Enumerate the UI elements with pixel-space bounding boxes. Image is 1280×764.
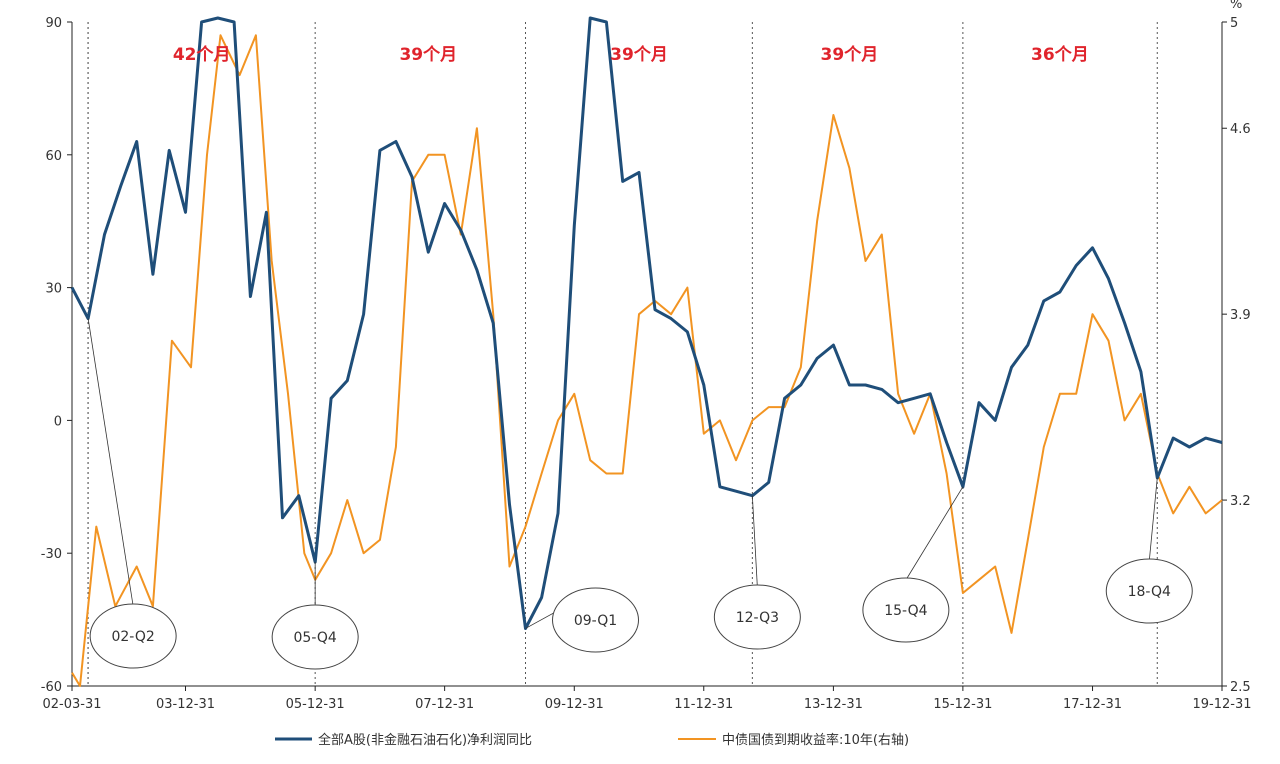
annotation-leader-line xyxy=(751,495,758,588)
cycle-length-label: 42个月 xyxy=(173,44,231,65)
annotation-leader-line xyxy=(87,318,134,607)
annotation-ellipse xyxy=(1105,558,1193,624)
annotation-ellipse xyxy=(552,587,640,653)
right-axis-tick-label: 5 xyxy=(1230,16,1238,31)
left-axis-tick-label: 60 xyxy=(45,149,62,164)
x-axis-tick-label: 11-12-31 xyxy=(674,697,733,712)
right-axis-tick-label: 4.6 xyxy=(1230,122,1251,137)
right-axis-tick-label: 3.2 xyxy=(1230,494,1251,509)
x-axis-tick-label: 15-12-31 xyxy=(933,697,992,712)
net-profit-yoy-series-line xyxy=(70,16,1223,630)
right-axis-unit-label: % xyxy=(1230,0,1242,12)
annotation-label: 05-Q4 xyxy=(294,630,337,646)
right-axis-tick-label: 2.5 xyxy=(1230,680,1251,695)
x-axis-tick-label: 07-12-31 xyxy=(415,697,474,712)
annotation-ellipse xyxy=(862,577,950,643)
annotation-ellipse xyxy=(271,604,359,670)
annotation-label: 12-Q3 xyxy=(736,610,779,626)
annotation-label: 15-Q4 xyxy=(884,603,927,619)
legend-label-net-profit: 全部A股(非金融石油石化)净利润同比 xyxy=(318,732,532,748)
left-axis-tick-label: -30 xyxy=(41,547,62,562)
annotation-label: 18-Q4 xyxy=(1128,584,1171,600)
cycle-length-label: 39个月 xyxy=(399,44,457,65)
left-axis-tick-label: 30 xyxy=(45,282,62,297)
left-axis-tick-label: -60 xyxy=(41,680,62,695)
x-axis-tick-label: 03-12-31 xyxy=(156,697,215,712)
annotation-leader-line xyxy=(1148,477,1158,562)
right-axis-tick-label: 3.9 xyxy=(1230,308,1251,323)
x-axis-tick-label: 17-12-31 xyxy=(1063,697,1122,712)
bond-yield-series-line xyxy=(71,34,1223,687)
cycle-length-label: 39个月 xyxy=(821,44,879,65)
annotation-ellipse xyxy=(713,584,801,650)
x-axis-tick-label: 09-12-31 xyxy=(545,697,604,712)
x-axis-tick-label: 05-12-31 xyxy=(286,697,345,712)
x-axis-tick-label: 19-12-31 xyxy=(1192,697,1251,712)
left-axis-tick-label: 90 xyxy=(45,16,62,31)
cycle-length-label: 39个月 xyxy=(610,44,668,65)
x-axis-tick-label: 02-03-31 xyxy=(42,697,101,712)
cycle-length-label: 36个月 xyxy=(1031,44,1089,65)
annotation-ellipse xyxy=(89,603,177,669)
x-axis-tick-label: 13-12-31 xyxy=(804,697,863,712)
left-axis-tick-label: 0 xyxy=(54,414,62,429)
annotation-label: 02-Q2 xyxy=(111,629,154,645)
annotation-leader-line xyxy=(905,486,964,581)
legend-label-bond-yield: 中债国债到期收益率:10年(右轴) xyxy=(722,732,909,748)
annotation-label: 09-Q1 xyxy=(574,613,617,629)
